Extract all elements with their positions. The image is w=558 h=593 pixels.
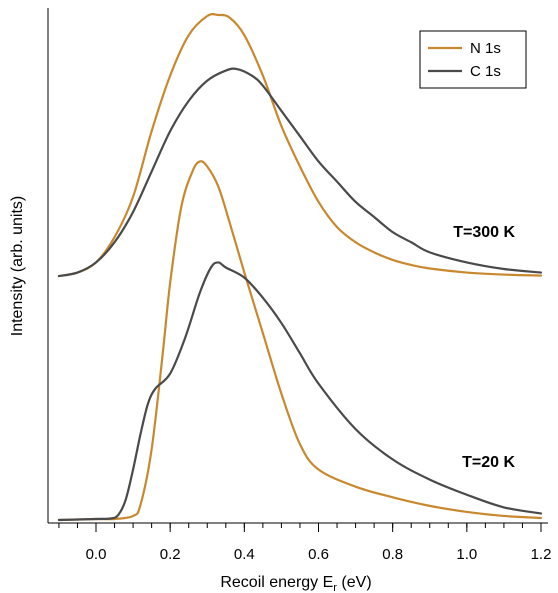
- x-axis-title: Recoil energy Er (eV): [220, 574, 371, 593]
- x-axis-title-subscript: r: [333, 582, 337, 593]
- series-line-c-1s-t-300-k: [57, 67, 543, 278]
- temperature-annotation: T=300 K: [453, 224, 515, 241]
- x-axis-title-unit: (eV): [337, 574, 372, 591]
- x-ticks: 0.0 0.2 0.4 0.6 0.8 1.0 1.2: [58, 523, 552, 563]
- y-axis-title: Intensity (arb. units): [9, 196, 26, 337]
- legend-label: N 1s: [470, 40, 501, 57]
- x-axis-title-main: Recoil energy E: [220, 574, 333, 591]
- series-line-n-1s-t-300-k: [57, 13, 543, 278]
- x-tick-label: 0.8: [382, 546, 403, 563]
- annotations: T=300 K T=20 K: [453, 224, 515, 471]
- x-tick-label: 1.0: [456, 546, 477, 563]
- legend-box: [419, 30, 527, 89]
- x-tick-label: 0.6: [308, 546, 329, 563]
- series-layer: [57, 13, 543, 522]
- temperature-annotation: T=20 K: [462, 454, 515, 471]
- series-line-c-1s-t-20-k: [57, 261, 543, 522]
- x-tick-label: 0.0: [86, 546, 107, 563]
- x-tick-label: 1.2: [531, 546, 552, 563]
- legend-label: C 1s: [470, 63, 501, 80]
- series-line-n-1s-t-20-k: [57, 160, 543, 522]
- x-tick-label: 0.2: [160, 546, 181, 563]
- legend: N 1s C 1s: [419, 30, 527, 89]
- x-tick-label: 0.4: [234, 546, 255, 563]
